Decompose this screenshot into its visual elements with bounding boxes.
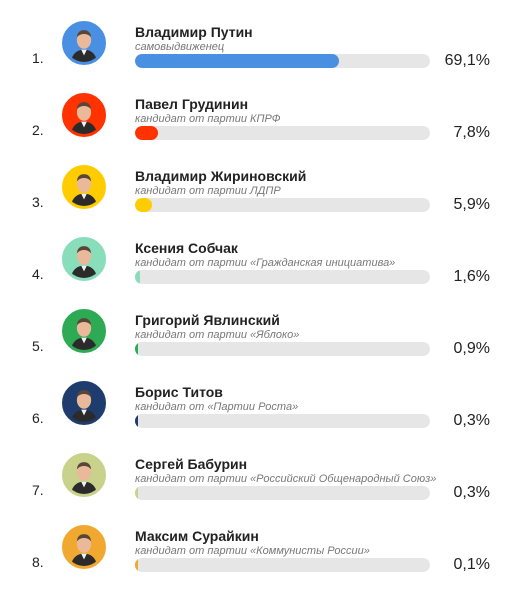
vote-bar-track bbox=[135, 558, 430, 572]
candidate-party: самовыдвиженец bbox=[135, 41, 225, 53]
candidate-row: 2. Павел Грудинин кандидат от партии КПР… bbox=[0, 91, 526, 163]
vote-percent: 7,8% bbox=[453, 124, 490, 141]
candidate-name: Григорий Явлинский bbox=[135, 312, 280, 328]
candidate-photo bbox=[62, 21, 106, 65]
vote-bar-track bbox=[135, 486, 430, 500]
vote-bar-track bbox=[135, 54, 430, 68]
candidate-party: кандидат от партии «Гражданская инициати… bbox=[135, 257, 396, 269]
candidate-row: 4. Ксения Собчак кандидат от партии «Гра… bbox=[0, 235, 526, 307]
vote-bar-track bbox=[135, 342, 430, 356]
vote-bar-fill bbox=[135, 342, 138, 356]
candidate-row: 1. Владимир Путин самовыдвиженец 69,1% bbox=[0, 19, 526, 91]
vote-percent: 0,3% bbox=[453, 484, 490, 501]
vote-percent: 69,1% bbox=[444, 52, 490, 69]
vote-bar-track bbox=[135, 270, 430, 284]
candidate-party: кандидат от партии «Яблоко» bbox=[135, 329, 300, 341]
vote-bar-fill bbox=[135, 270, 140, 284]
candidate-party: кандидат от партии «Российский Общенарод… bbox=[135, 473, 437, 485]
candidate-rank: 1. bbox=[32, 50, 44, 66]
vote-percent: 0,9% bbox=[453, 340, 490, 357]
candidate-photo bbox=[62, 453, 106, 497]
candidate-row: 3. Владимир Жириновский кандидат от парт… bbox=[0, 163, 526, 235]
vote-bar-track bbox=[135, 198, 430, 212]
candidate-name: Сергей Бабурин bbox=[135, 456, 248, 472]
candidate-rank: 2. bbox=[32, 122, 44, 138]
candidate-name: Максим Сурайкин bbox=[135, 528, 259, 544]
vote-bar-fill bbox=[135, 486, 138, 500]
candidate-row: 5. Григорий Явлинский кандидат от партии… bbox=[0, 307, 526, 379]
candidate-photo bbox=[62, 381, 106, 425]
candidate-photo bbox=[62, 525, 106, 569]
candidate-photo bbox=[62, 237, 106, 281]
candidate-party: кандидат от партии «Коммунисты России» bbox=[135, 545, 370, 557]
candidate-row: 8. Максим Сурайкин кандидат от партии «К… bbox=[0, 523, 526, 595]
candidate-party: кандидат от «Партии Роста» bbox=[135, 401, 299, 413]
candidate-name: Владимир Путин bbox=[135, 24, 253, 40]
candidate-name: Борис Титов bbox=[135, 384, 223, 400]
vote-percent: 1,6% bbox=[453, 268, 490, 285]
candidate-row: 7. Сергей Бабурин кандидат от партии «Ро… bbox=[0, 451, 526, 523]
candidate-photo bbox=[62, 165, 106, 209]
candidate-name: Павел Грудинин bbox=[135, 96, 249, 112]
candidate-party: кандидат от партии КПРФ bbox=[135, 113, 281, 125]
vote-bar-fill bbox=[135, 126, 158, 140]
vote-percent: 0,3% bbox=[453, 412, 490, 429]
candidate-name: Владимир Жириновский bbox=[135, 168, 307, 184]
candidate-rank: 4. bbox=[32, 266, 44, 282]
candidate-name: Ксения Собчак bbox=[135, 240, 238, 256]
candidate-rank: 7. bbox=[32, 482, 44, 498]
vote-percent: 0,1% bbox=[453, 556, 490, 573]
candidate-row: 6. Борис Титов кандидат от «Партии Роста… bbox=[0, 379, 526, 451]
vote-percent: 5,9% bbox=[453, 196, 490, 213]
candidate-photo bbox=[62, 93, 106, 137]
vote-bar-fill bbox=[135, 198, 152, 212]
vote-bar-track bbox=[135, 126, 430, 140]
vote-bar-track bbox=[135, 414, 430, 428]
candidate-rank: 3. bbox=[32, 194, 44, 210]
vote-bar-fill bbox=[135, 54, 339, 68]
candidate-rank: 6. bbox=[32, 410, 44, 426]
vote-bar-fill bbox=[135, 558, 138, 572]
candidate-rank: 8. bbox=[32, 554, 44, 570]
candidate-photo bbox=[62, 309, 106, 353]
vote-bar-fill bbox=[135, 414, 138, 428]
candidate-rank: 5. bbox=[32, 338, 44, 354]
candidate-party: кандидат от партии ЛДПР bbox=[135, 185, 281, 197]
